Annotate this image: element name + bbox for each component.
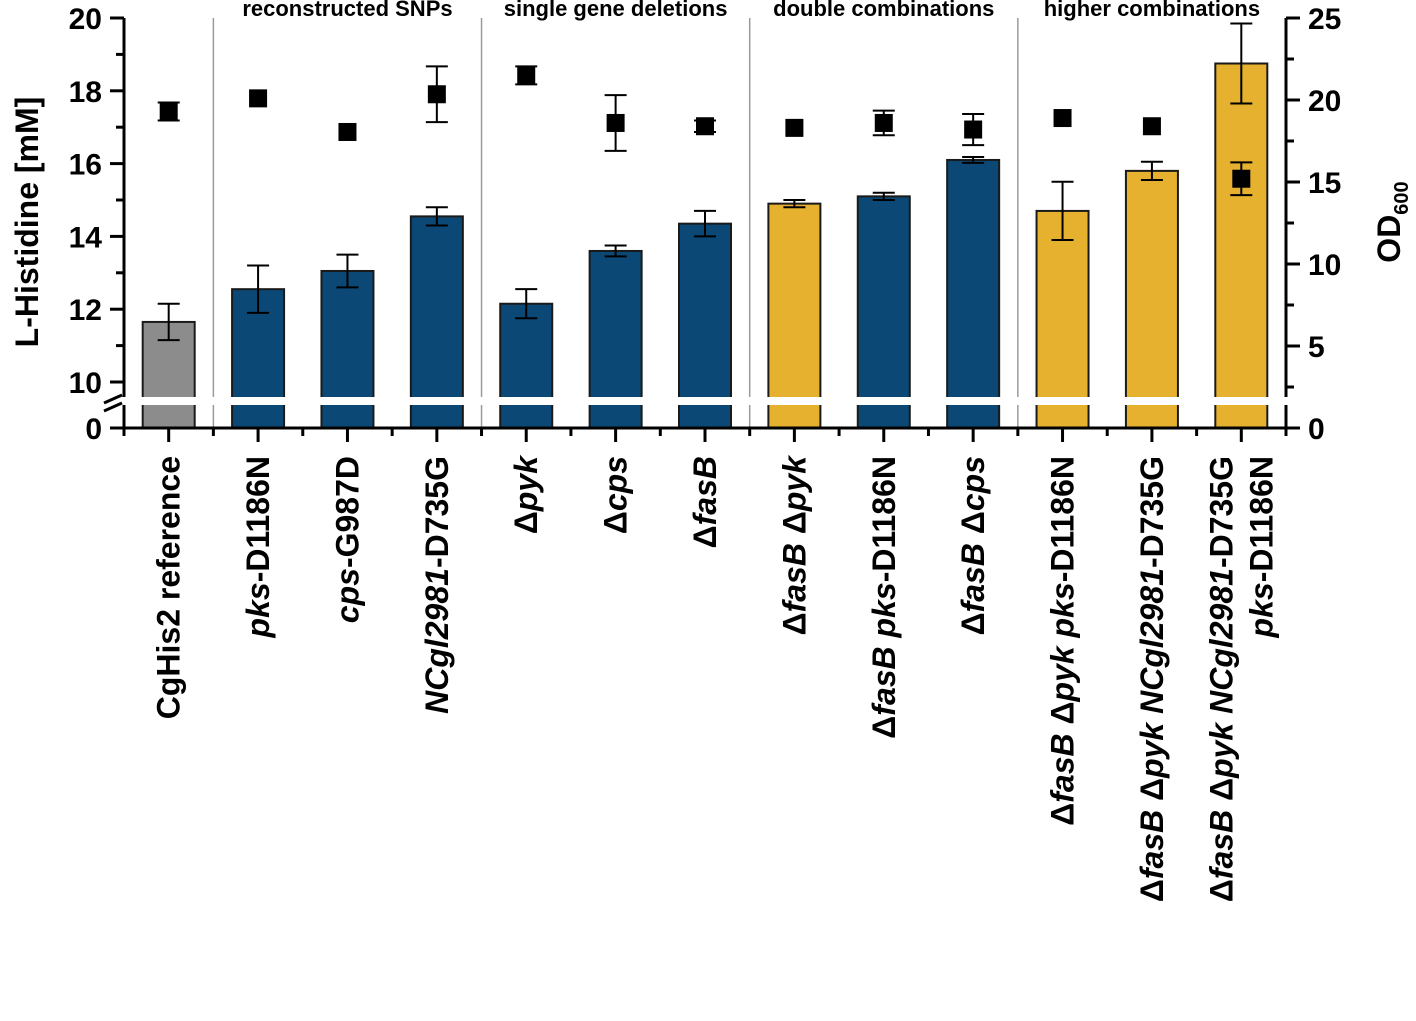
axes: 10 12 14 16 18 20 0 0 5 10 15 20 25 xyxy=(69,3,1342,446)
bar-error-bar xyxy=(336,253,359,289)
labels: L-Histidine [mM] OD600 xyxy=(9,97,1413,348)
category-label: ΔfasB Δpyk NCgl2981-D735G xyxy=(1134,456,1170,902)
left-tick-label: 0 xyxy=(85,413,102,446)
bar-error-bar xyxy=(425,206,448,227)
od-marker xyxy=(1142,117,1161,136)
od-marker xyxy=(874,113,893,132)
axis-break-mark xyxy=(103,393,123,405)
left-tick-label: 14 xyxy=(69,221,103,254)
category-label: ΔfasB Δpyk NCgl2981-D735G xyxy=(1203,456,1239,902)
bar xyxy=(946,158,1001,430)
bar-error-bar xyxy=(783,199,806,209)
od-marker xyxy=(249,89,268,108)
left-tick-label: 18 xyxy=(69,76,102,109)
od-marker xyxy=(606,113,625,132)
group-labels: reconstructed SNPs single gene deletions d… xyxy=(242,0,1260,21)
bar-error-bar xyxy=(515,288,538,320)
category-label: pks-D1186N xyxy=(240,456,276,638)
group-label: double combinations xyxy=(773,0,994,21)
bar xyxy=(1035,209,1090,429)
left-tick-label: 20 xyxy=(69,3,102,36)
category-label: Δpyk xyxy=(508,454,544,534)
right-tick-label: 25 xyxy=(1308,3,1341,36)
od-marker xyxy=(964,120,983,139)
right-tick-label: 10 xyxy=(1308,249,1341,282)
category-labels: CgHis2 reference pks-D1186N cps-G987D NCgl2… xyxy=(151,454,1280,902)
bar-error-bars xyxy=(157,22,1253,342)
axis-break-gap xyxy=(120,397,1290,405)
left-tick-label: 16 xyxy=(69,149,102,182)
right-tick-label: 20 xyxy=(1308,85,1341,118)
group-label: single gene deletions xyxy=(504,0,728,21)
bar xyxy=(1124,169,1179,429)
bar-error-bar xyxy=(694,209,716,238)
od-marker xyxy=(517,66,536,85)
category-label: Δcps xyxy=(598,456,634,534)
group-label: reconstructed SNPs xyxy=(242,0,452,21)
bar-error-bar xyxy=(1230,22,1253,105)
axis-break xyxy=(103,393,1290,413)
category-label: ΔfasB xyxy=(687,456,723,548)
category-label: NCgl2981-D735G xyxy=(419,456,455,714)
left-tick-label: 12 xyxy=(69,294,102,327)
bar-error-bar xyxy=(962,156,985,164)
category-label: ΔfasB Δpyk xyxy=(776,454,812,636)
od-marker xyxy=(338,122,357,141)
category-label: ΔfasB pks-D1186N xyxy=(866,456,902,739)
group-label: higher combinations xyxy=(1044,0,1260,21)
bar-error-bar xyxy=(247,264,270,314)
od-markers xyxy=(157,65,1253,197)
category-label: ΔfasB Δcps xyxy=(955,456,991,635)
od-marker xyxy=(1053,109,1072,128)
category-label: pks-D1186N xyxy=(1243,456,1279,638)
category-label: ΔfasB Δpyk pks-D1186N xyxy=(1045,456,1081,826)
bar xyxy=(856,195,911,429)
category-label: CgHis2 reference xyxy=(151,456,187,719)
bar-error-bar xyxy=(604,244,627,258)
od-marker xyxy=(1232,169,1251,188)
od-marker xyxy=(696,117,714,136)
bar-error-bar xyxy=(1140,160,1163,181)
right-tick-label: 5 xyxy=(1308,331,1325,364)
axis-break-mark xyxy=(103,401,123,413)
bar-error-bar xyxy=(157,302,180,342)
od-marker xyxy=(785,118,804,137)
left-tick-label: 10 xyxy=(69,367,102,400)
bar xyxy=(1214,62,1269,429)
bar xyxy=(409,215,464,429)
bar xyxy=(767,202,822,429)
group-separators xyxy=(212,18,1019,428)
od-marker xyxy=(427,85,446,104)
y-axis-title: L-Histidine [mM] xyxy=(9,97,45,348)
y2-axis-title: OD600 xyxy=(1371,181,1413,262)
right-tick-label: 0 xyxy=(1308,413,1325,446)
bar-error-bar xyxy=(1051,180,1074,242)
od-marker xyxy=(159,102,178,121)
bar-error-bar xyxy=(872,191,895,201)
right-tick-label: 15 xyxy=(1308,167,1341,200)
category-label: cps-G987D xyxy=(329,456,365,623)
bar xyxy=(678,222,732,429)
bar xyxy=(499,302,554,429)
